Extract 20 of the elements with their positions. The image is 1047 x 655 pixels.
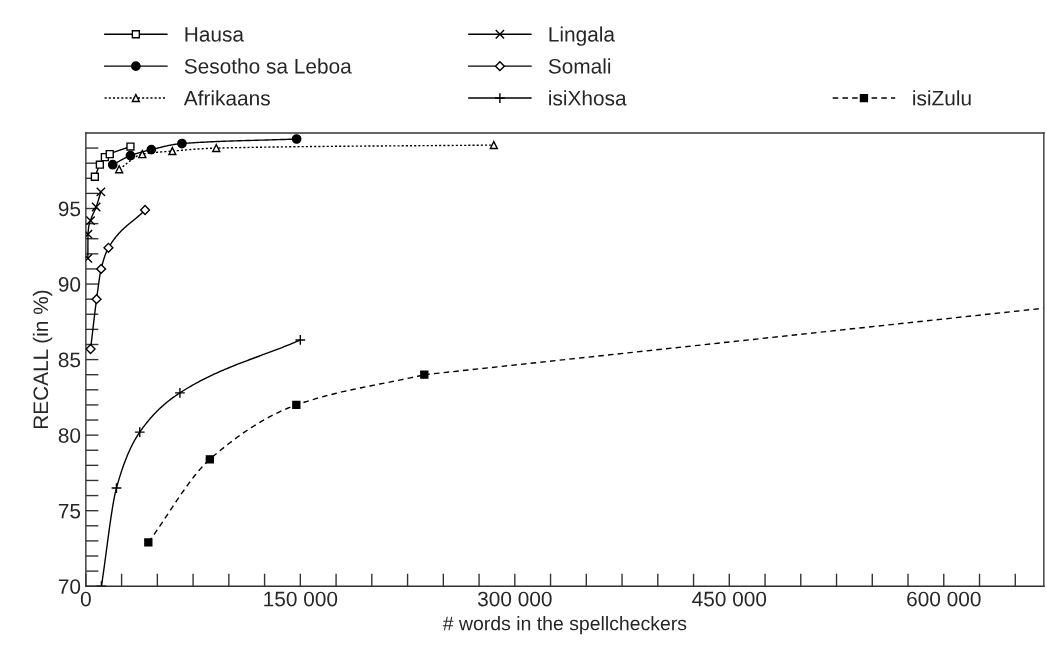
legend-label: Lingala <box>549 26 615 46</box>
legend-label: Afrikaans <box>183 90 270 106</box>
legend-label: isiZulu <box>913 90 971 106</box>
legend-label: Hausa <box>185 27 244 42</box>
x-tick-label: 450 000 <box>692 591 767 607</box>
legend-label: isiXhosa <box>549 90 627 106</box>
y-tick-label: 75 <box>58 503 81 519</box>
x-axis-title: # words in the spellcheckers <box>442 616 687 635</box>
y-tick-label: 85 <box>58 352 81 368</box>
y-tick-label: 95 <box>58 201 81 217</box>
x-tick-label: 150 000 <box>264 591 338 607</box>
y-axis-title: RECALL (in %) <box>32 290 53 429</box>
legend-label: Somali <box>548 58 611 74</box>
y-tick-label: 90 <box>58 277 81 292</box>
y-tick-label: 80 <box>58 428 81 443</box>
x-tick-label: 0 <box>80 591 91 607</box>
x-tick-label: 600 000 <box>907 591 981 607</box>
legend-label: Sesotho sa Leboa <box>184 58 352 74</box>
x-tick-label: 300 000 <box>477 591 552 607</box>
y-tick-label: 70 <box>58 579 81 594</box>
